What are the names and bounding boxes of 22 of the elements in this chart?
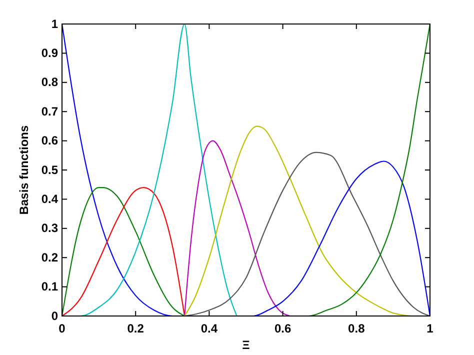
x-axis-title: Ξ [242, 338, 250, 352]
y-tick-label: 0.9 [41, 46, 58, 60]
y-tick-label: 0.4 [41, 192, 58, 206]
y-tick-label: 0 [51, 308, 58, 323]
line-series [61, 186, 186, 317]
y-tick-label: 0.2 [41, 250, 58, 264]
y-tick-label: 0.1 [41, 280, 58, 294]
y-tick-label: 0.6 [41, 134, 58, 148]
y-tick-label: 0.7 [41, 104, 58, 118]
y-axis-title: Basis functions [17, 125, 31, 215]
x-tick-label: 1 [426, 322, 434, 336]
line-series [184, 140, 291, 317]
x-tick-label: 0.8 [348, 322, 366, 336]
y-tick-label: 1 [51, 16, 58, 31]
line-series [184, 126, 412, 317]
y-tick-label: 0.8 [41, 75, 58, 90]
x-tick-label: 0.2 [127, 322, 144, 336]
y-tick-label: 0.3 [41, 221, 58, 236]
x-tick-label: 0.4 [200, 322, 218, 336]
x-tick-label: 0.6 [274, 322, 292, 336]
line-series [184, 152, 431, 317]
y-tick-label: 0.5 [41, 162, 58, 177]
